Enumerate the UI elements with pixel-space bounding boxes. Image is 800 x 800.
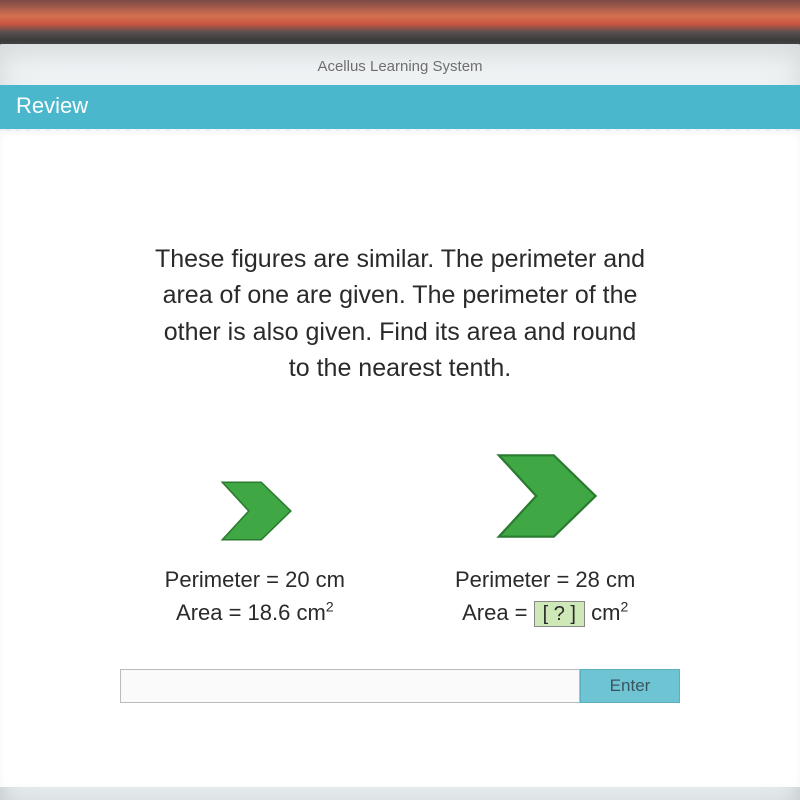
perimeter-label: Perimeter = 20 cm <box>165 563 345 596</box>
figure-right: Perimeter = 28 cm Area = [ ? ] cm2 <box>455 446 635 629</box>
arrow-polygon <box>222 482 290 540</box>
figure-left: Perimeter = 20 cm Area = 18.6 cm2 <box>165 476 345 629</box>
figures-row: Perimeter = 20 cm Area = 18.6 cm2 Perime… <box>0 446 800 629</box>
system-title: Acellus Learning System <box>0 44 800 85</box>
app-screen: Acellus Learning System Review These fig… <box>0 44 800 800</box>
problem-line: to the nearest tenth. <box>80 350 720 386</box>
answer-row: Enter <box>120 669 680 703</box>
tab-review[interactable]: Review <box>0 85 104 127</box>
arrow-shape-large-icon <box>490 446 600 551</box>
problem-line: area of one are given. The perimeter of … <box>80 277 720 313</box>
answer-blank: [ ? ] <box>534 601 585 627</box>
arrow-polygon <box>499 455 596 536</box>
figure-right-labels: Perimeter = 28 cm Area = [ ? ] cm2 <box>455 563 635 629</box>
problem-line: These figures are similar. The perimeter… <box>80 241 720 277</box>
problem-text-block: These figures are similar. The perimeter… <box>0 131 800 386</box>
figure-left-labels: Perimeter = 20 cm Area = 18.6 cm2 <box>165 563 345 629</box>
answer-input[interactable] <box>120 669 580 703</box>
area-label: Area = 18.6 cm2 <box>165 596 345 629</box>
content-area: These figures are similar. The perimeter… <box>0 131 800 787</box>
perimeter-label: Perimeter = 28 cm <box>455 563 635 596</box>
enter-button[interactable]: Enter <box>580 669 680 703</box>
problem-line: other is also given. Find its area and r… <box>80 314 720 350</box>
tab-bar: Review <box>0 85 800 129</box>
arrow-shape-small-icon <box>216 476 294 551</box>
area-label: Area = [ ? ] cm2 <box>455 596 635 629</box>
